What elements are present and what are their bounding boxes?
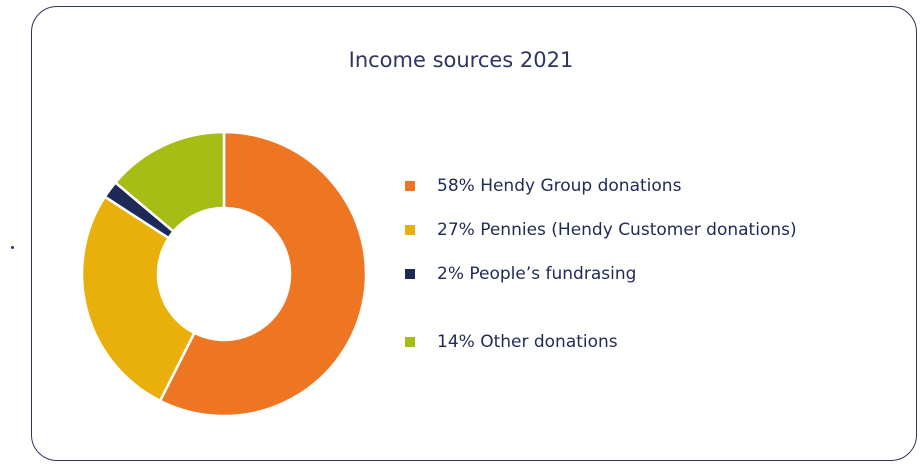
legend-swatch xyxy=(405,225,415,235)
chart-title: Income sources 2021 xyxy=(348,48,574,72)
legend-swatch xyxy=(405,269,415,279)
legend-label: 14% Other donations xyxy=(437,332,618,352)
legend-swatch xyxy=(405,337,415,347)
legend-label: 2% People’s fundrasing xyxy=(437,264,637,284)
slice-hendy-group-donations xyxy=(158,130,368,418)
legend-swatch xyxy=(405,181,415,191)
edge-dot xyxy=(11,246,14,249)
legend-label: 27% Pennies (Hendy Customer donations) xyxy=(437,220,797,240)
legend-label: 58% Hendy Group donations xyxy=(437,176,682,196)
slice-pennies-hendy-customer-donations xyxy=(80,194,196,403)
slice-other-donations xyxy=(113,130,226,234)
